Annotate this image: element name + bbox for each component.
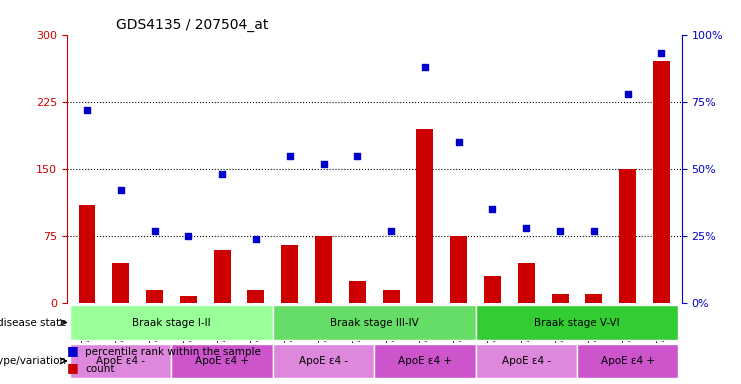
Point <box>351 152 363 159</box>
FancyBboxPatch shape <box>70 305 273 340</box>
Text: Braak stage V-VI: Braak stage V-VI <box>534 318 619 328</box>
Point <box>182 233 194 239</box>
Point <box>520 225 532 231</box>
Point <box>250 236 262 242</box>
Bar <box>451 236 467 303</box>
Point <box>487 206 499 212</box>
Bar <box>619 169 636 303</box>
Text: ApoE ε4 +: ApoE ε4 + <box>195 356 249 366</box>
Point <box>318 161 330 167</box>
Text: ApoE ε4 +: ApoE ε4 + <box>398 356 452 366</box>
Point <box>216 171 228 177</box>
Point <box>622 91 634 97</box>
FancyBboxPatch shape <box>476 344 577 378</box>
Point <box>385 228 397 234</box>
Point <box>149 228 161 234</box>
Bar <box>551 295 568 303</box>
Text: count: count <box>85 364 115 374</box>
Text: ApoE ε4 -: ApoE ε4 - <box>502 356 551 366</box>
Bar <box>382 290 399 303</box>
Bar <box>180 296 197 303</box>
Point <box>81 107 93 113</box>
Text: ApoE ε4 -: ApoE ε4 - <box>96 356 145 366</box>
Text: Braak stage III-IV: Braak stage III-IV <box>330 318 419 328</box>
Bar <box>146 290 163 303</box>
Point <box>656 50 668 56</box>
Text: disease state: disease state <box>0 318 66 328</box>
Bar <box>79 205 96 303</box>
FancyBboxPatch shape <box>70 344 171 378</box>
FancyBboxPatch shape <box>577 344 678 378</box>
FancyBboxPatch shape <box>476 305 678 340</box>
FancyBboxPatch shape <box>273 344 374 378</box>
Text: Braak stage I-II: Braak stage I-II <box>132 318 210 328</box>
Text: ■: ■ <box>67 344 79 357</box>
Point <box>554 228 566 234</box>
Bar <box>585 295 602 303</box>
Bar <box>518 263 535 303</box>
Bar <box>349 281 366 303</box>
Bar <box>213 250 230 303</box>
Text: ■: ■ <box>67 361 79 374</box>
Text: percentile rank within the sample: percentile rank within the sample <box>85 347 261 357</box>
Point <box>453 139 465 145</box>
Bar <box>315 236 332 303</box>
Text: GDS4135 / 207504_at: GDS4135 / 207504_at <box>116 18 268 32</box>
Text: ApoE ε4 -: ApoE ε4 - <box>299 356 348 366</box>
Text: genotype/variation: genotype/variation <box>0 356 66 366</box>
FancyBboxPatch shape <box>273 305 476 340</box>
Point <box>588 228 599 234</box>
Point <box>284 152 296 159</box>
Bar <box>282 245 298 303</box>
Bar <box>113 263 129 303</box>
Bar <box>484 276 501 303</box>
Bar <box>416 129 433 303</box>
Bar <box>247 290 265 303</box>
Point <box>115 187 127 194</box>
FancyBboxPatch shape <box>171 344 273 378</box>
Text: ApoE ε4 +: ApoE ε4 + <box>601 356 654 366</box>
FancyBboxPatch shape <box>374 344 476 378</box>
Point <box>419 64 431 70</box>
Bar <box>653 61 670 303</box>
